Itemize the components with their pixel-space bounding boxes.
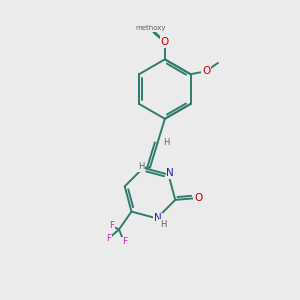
Text: H: H — [160, 220, 167, 229]
Text: H: H — [138, 162, 144, 171]
Text: O: O — [194, 194, 202, 203]
Text: H: H — [163, 138, 170, 147]
Text: F: F — [109, 221, 114, 230]
Text: F: F — [122, 237, 127, 246]
Text: N: N — [154, 213, 162, 224]
Text: N: N — [167, 168, 174, 178]
Text: methoxy: methoxy — [136, 26, 166, 32]
Text: O: O — [202, 66, 210, 76]
Text: O: O — [161, 37, 169, 47]
Text: F: F — [106, 234, 111, 243]
